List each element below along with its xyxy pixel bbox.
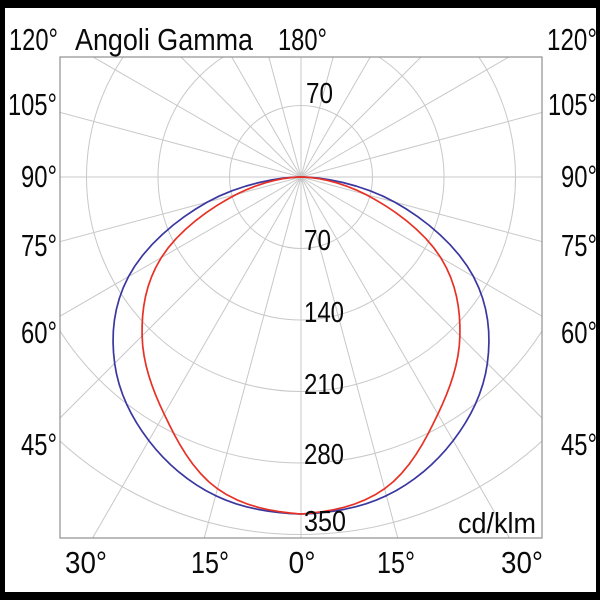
grid-spoke-315 (60, 176, 302, 419)
grid-ring-350 (60, 440, 542, 535)
grid-spoke-210 (231, 57, 302, 178)
gamma-label-right-90: 90° (561, 159, 597, 194)
page-border-right (596, 0, 600, 600)
gamma-label-bottom-30l: 30° (65, 545, 107, 580)
grid-spoke-345 (203, 176, 302, 538)
grid-spoke-225 (180, 57, 302, 178)
plot-frame (59, 56, 543, 539)
page-border-top (0, 0, 600, 8)
page-border-left (0, 0, 5, 600)
grid-spoke-330 (91, 176, 302, 538)
grid-spoke-240 (92, 57, 302, 178)
gamma-label-left-75: 75° (21, 228, 57, 263)
gamma-label-right-105: 105° (548, 87, 597, 122)
unit-label: cd/klm (458, 508, 536, 540)
grid-spoke-285 (60, 176, 302, 243)
gamma-label-left-45: 45° (21, 427, 57, 462)
gamma-label-top-right: 120° (547, 22, 597, 57)
gamma-label-bottom-30r: 30° (501, 545, 543, 580)
gamma-label-left-90: 90° (21, 159, 57, 194)
grid-spoke-165 (300, 57, 334, 178)
gamma-label-left-60: 60° (21, 315, 57, 350)
radial-label-140: 140 (304, 297, 344, 329)
grid-spoke-135 (300, 57, 422, 178)
radial-label-70-above: 70 (306, 78, 333, 110)
grid-spoke-60 (300, 176, 542, 317)
gamma-label-top-center: 180° (278, 22, 327, 57)
grid-spoke-195 (268, 57, 302, 178)
grid-spoke-45 (300, 176, 542, 419)
gamma-label-bottom-15l: 15° (191, 545, 229, 580)
radial-label-210: 210 (304, 369, 344, 401)
grid-spoke-150 (300, 57, 371, 178)
curve-red (141, 176, 461, 515)
gamma-label-left-105: 105° (8, 87, 57, 122)
gamma-label-top-left: 120° (9, 22, 58, 57)
gamma-label-right-75: 75° (561, 228, 597, 263)
radial-label-280: 280 (304, 439, 344, 471)
page-border-bottom (0, 592, 597, 600)
grid-spoke-120 (300, 57, 510, 178)
grid-spoke-105 (300, 111, 542, 178)
grid-spoke-255 (60, 111, 302, 178)
radial-label-70-below: 70 (304, 225, 331, 257)
intensity-curves (112, 176, 490, 515)
chart-title: Angoli Gamma (75, 22, 254, 57)
grid-spoke-300 (60, 176, 302, 317)
gamma-label-bottom-15r: 15° (377, 545, 415, 580)
grid-spoke-75 (300, 176, 542, 243)
gamma-label-right-45: 45° (561, 427, 597, 462)
grid-spoke-30 (300, 176, 511, 538)
gamma-label-right-60: 60° (561, 315, 597, 350)
gamma-label-bottom-0: 0° (289, 545, 316, 580)
grid-spoke-15 (300, 176, 399, 538)
radial-label-350: 350 (304, 506, 346, 538)
